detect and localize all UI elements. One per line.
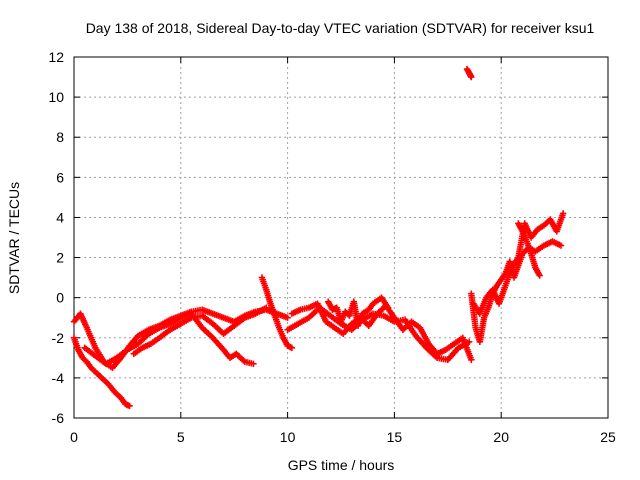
x-tick-label: 10: [280, 429, 296, 445]
y-tick-label: -4: [52, 370, 65, 386]
x-tick-label: 25: [600, 429, 616, 445]
y-tick-label: -2: [52, 330, 65, 346]
x-tick-label: 5: [177, 429, 185, 445]
series-outlier: [463, 65, 475, 81]
y-tick-label: 4: [56, 209, 64, 225]
data-points: [70, 65, 567, 410]
data-point: [468, 73, 475, 81]
y-tick-label: 10: [48, 89, 64, 105]
data-point: [284, 314, 291, 321]
x-axis-title: GPS time / hours: [288, 457, 395, 473]
y-tick-label: 2: [56, 250, 64, 266]
series-track-e: [258, 274, 296, 352]
data-point: [557, 242, 565, 249]
data-point: [263, 304, 270, 311]
plot-frame: [73, 56, 609, 419]
series-track-c: [81, 310, 257, 368]
data-point: [126, 402, 133, 410]
series-track-i: [468, 238, 565, 345]
y-axis-title: SDTVAR / TECUs: [6, 182, 22, 294]
x-tick-label: 0: [70, 429, 78, 445]
data-point: [384, 304, 392, 311]
chart-title: Day 138 of 2018, Sidereal Day-to-day VTE…: [86, 20, 595, 36]
series-track-g: [288, 300, 475, 364]
x-tick-label: 20: [493, 429, 509, 445]
series-track-d: [130, 304, 270, 358]
series-track-a: [70, 334, 133, 410]
series-track-k: [515, 220, 543, 279]
y-tick-label: -6: [52, 410, 65, 426]
data-point: [536, 272, 543, 279]
y-tick-label: 12: [48, 49, 64, 65]
series-track-j: [470, 210, 567, 317]
data-point: [250, 360, 257, 368]
y-tick-label: 8: [56, 129, 64, 145]
x-tick-label: 15: [387, 429, 403, 445]
data-point: [559, 210, 567, 217]
axis-ticks: [73, 56, 609, 419]
data-point: [468, 356, 475, 364]
data-point: [288, 344, 296, 352]
series-track-h: [324, 294, 392, 329]
y-tick-label: 0: [56, 290, 64, 306]
y-tick-label: 6: [56, 169, 64, 185]
tick-labels: 0 5 10 15 20 25 -6 -4 -2 0 2 4 6 8 10 12: [48, 49, 616, 445]
